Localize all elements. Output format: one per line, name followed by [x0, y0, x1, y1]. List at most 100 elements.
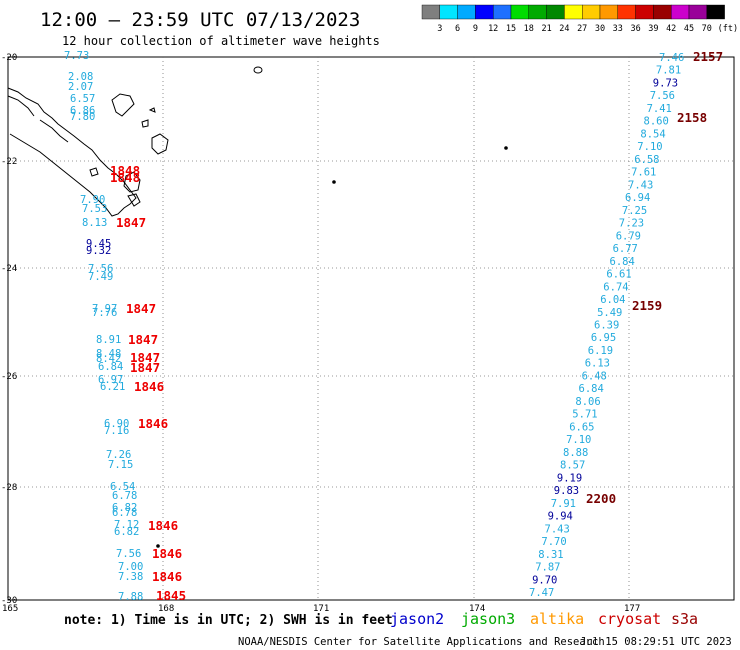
satellite-altika: altika [530, 610, 584, 628]
scale-swatch [439, 4, 458, 20]
wave-height-label: 7.41 [647, 103, 672, 115]
wave-height-label: 7.47 [529, 587, 554, 599]
wave-height-label: 6.39 [594, 320, 619, 332]
scale-label: 70 [702, 24, 712, 34]
pass-time-label: 1848 [110, 163, 140, 178]
wave-height-label: 7.43 [628, 179, 653, 191]
pass-time-label: 1847 [130, 360, 160, 375]
wave-height-label: 7.23 [619, 218, 644, 230]
scale-label: 27 [577, 24, 587, 34]
longitude-label: 168 [158, 604, 174, 614]
latitude-label: -22 [1, 157, 17, 167]
wave-height-label: 7.81 [656, 65, 681, 77]
pass-time-label: 2158 [677, 110, 707, 125]
wave-height-label: 6.48 [582, 371, 607, 383]
wave-height-label: 9.83 [554, 485, 579, 497]
wave-height-label: 8.60 [644, 116, 669, 128]
latitude-label: -26 [1, 372, 17, 382]
wave-height-label: 9.73 [653, 78, 678, 90]
pass-time-label: 1846 [152, 569, 182, 584]
wave-height-label: 6.97 [98, 374, 123, 386]
wave-height-label: 7.26 [106, 449, 131, 461]
satellite-legend: jason2 jason3 altika cryosat s3a [390, 610, 698, 628]
wave-height-label: 8.42 [96, 353, 121, 365]
longitude-label: 174 [469, 604, 485, 614]
wave-height-label: 7.16 [104, 425, 129, 437]
scale-label: 6 [455, 24, 460, 34]
scale-label: 42 [666, 24, 676, 34]
wave-height-label: 2.07 [68, 81, 93, 93]
units-note: note: 1) Time is in UTC; 2) SWH is in fe… [64, 613, 393, 628]
wave-height-label: 6.84 [98, 361, 123, 373]
wave-height-label: 7.87 [535, 562, 560, 574]
longitude-label: 171 [313, 604, 329, 614]
scale-swatch [617, 4, 636, 20]
wave-height-label: 6.84 [610, 256, 635, 268]
scale-swatch [475, 4, 494, 20]
wave-height-label: 6.04 [600, 294, 625, 306]
scale-swatch [510, 4, 529, 20]
wave-height-label: 7.15 [108, 459, 133, 471]
scale-label: 45 [684, 24, 694, 34]
west-track-times: 1848184818471847184718471847184618461846… [110, 163, 186, 603]
latitude-label: -24 [1, 264, 17, 274]
wave-height-label: 7.80 [70, 111, 95, 123]
wave-height-label: 7.46 [659, 52, 684, 64]
pass-time-label: 1846 [134, 379, 164, 394]
scale-label: 30 [595, 24, 605, 34]
scale-swatch [564, 4, 583, 20]
footer-credit: NOAA/NESDIS Center for Satellite Applica… [238, 636, 605, 648]
pass-time-label: 1848 [110, 170, 140, 185]
wave-height-label: 7.73 [64, 50, 89, 62]
wave-height-label: 2.08 [68, 71, 93, 83]
wave-height-label: 8.13 [82, 217, 107, 229]
satellite-jason3: jason3 [461, 610, 515, 628]
scale-label: 36 [630, 24, 640, 34]
wave-height-label: 7.56 [650, 90, 675, 102]
wave-height-label: 6.54 [110, 481, 135, 493]
longitude-label: 177 [624, 604, 640, 614]
pass-time-label: 2159 [632, 298, 662, 313]
wave-height-label: 7.53 [82, 203, 107, 215]
wave-height-label: 9.70 [532, 574, 557, 586]
satellite-jason2: jason2 [390, 610, 444, 628]
scale-swatch [635, 4, 654, 20]
wave-height-label: 7.12 [114, 519, 139, 531]
wave-height-label: 8.48 [96, 348, 121, 360]
scale-swatch [582, 4, 601, 20]
wave-height-label: 7.88 [118, 591, 143, 603]
pass-time-label: 1846 [152, 546, 182, 561]
wave-height-label: 6.61 [606, 269, 631, 281]
scale-label: 18 [524, 24, 534, 34]
wave-height-label: 7.91 [551, 498, 576, 510]
east-track-times: 2157 2158 2159 2200 [586, 49, 723, 506]
wave-height-label: 6.82 [114, 526, 139, 538]
wave-height-label: 6.84 [579, 383, 604, 395]
scale-swatch [546, 4, 565, 20]
wave-height-label: 7.00 [118, 561, 143, 573]
wave-height-label: 6.95 [591, 332, 616, 344]
pass-time-label: 2200 [586, 491, 616, 506]
wave-height-label: 6.19 [588, 345, 613, 357]
pass-time-label: 1846 [138, 416, 168, 431]
footer-timestamp: Jul 15 08:29:51 UTC 2023 [580, 636, 732, 648]
scale-label: 9 [473, 24, 478, 34]
latitude-label: -20 [1, 53, 17, 63]
wave-height-label: 7.49 [88, 271, 113, 283]
map-gridlines [8, 57, 734, 600]
wave-height-label: 6.78 [112, 507, 137, 519]
wave-height-label: 6.78 [112, 490, 137, 502]
scale-label: 24 [559, 24, 569, 34]
latitude-label: -30 [1, 596, 17, 606]
page-title: 12:00 – 23:59 UTC 07/13/2023 [40, 9, 360, 31]
wave-height-label: 7.56 [116, 548, 141, 560]
wave-height-label: 6.21 [100, 381, 125, 393]
wave-height-label: 7.10 [637, 141, 662, 153]
scale-swatch [653, 4, 672, 20]
west-track-wave-heights: 7.73 2.082.076.576.867.80 7.907.53 8.13 9.45… [64, 50, 143, 603]
wave-height-label: 6.58 [634, 154, 659, 166]
scale-label: 21 [541, 24, 551, 34]
small-islands [156, 66, 508, 548]
map-subtitle: 12 hour collection of altimeter wave hei… [62, 34, 380, 48]
new-caledonia-coastline [7, 87, 169, 217]
